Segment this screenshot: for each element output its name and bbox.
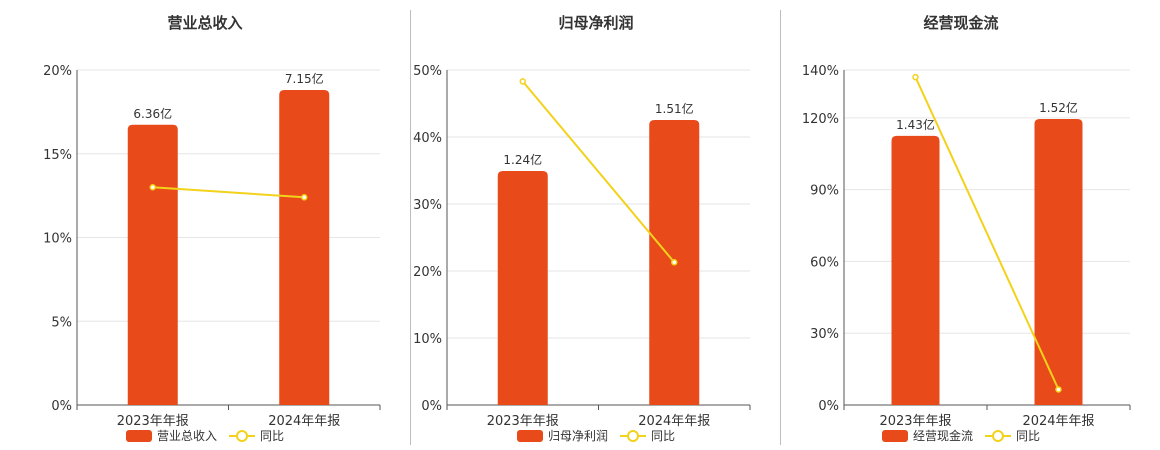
legend-bar-label: 经营现金流: [913, 428, 973, 443]
chart-title: 营业总收入: [167, 14, 242, 32]
yoy-point: [671, 259, 678, 266]
y-tick-label: 10%: [43, 232, 72, 247]
x-tick-label: 2023年年报: [487, 414, 559, 429]
bar: [127, 124, 178, 405]
x-tick-label: 2024年年报: [1022, 414, 1094, 429]
yoy-point: [149, 184, 156, 191]
y-tick-label: 30%: [810, 327, 839, 342]
bar: [279, 90, 330, 405]
bar-data-label: 1.43亿: [896, 117, 935, 132]
legend-bar-swatch: [882, 430, 908, 442]
chart-revenue: 营业总收入 0% 5% 10% 15% 20% 6.36亿 7.15亿 2023年年报 2024年…: [43, 14, 381, 443]
yoy-point: [301, 194, 308, 201]
y-tick-label: 20%: [43, 64, 72, 79]
legend-line-label: 同比: [1016, 429, 1040, 443]
y-tick-label: 10%: [413, 332, 442, 347]
y-tick-label: 50%: [413, 64, 442, 79]
bar-data-label: 1.24亿: [503, 152, 542, 167]
legend-bar-swatch: [517, 430, 543, 442]
yoy-point: [519, 78, 526, 85]
y-tick-label: 90%: [810, 184, 839, 199]
yoy-line: [914, 76, 1060, 390]
yoy-line: [152, 186, 305, 199]
chart-panel-revenue: 营业总收入 0% 5% 10% 15% 20% 6.36亿 7.15亿 2023年年报 2024年…: [0, 0, 410, 450]
y-tick-label: 60%: [810, 255, 839, 270]
chart-panel-net-profit: 归母净利润 0% 10% 20% 30% 40% 50% 1.24亿 1.51亿 2023年年报 2…: [411, 0, 780, 450]
x-tick-label: 2024年年报: [638, 414, 710, 429]
divider: [780, 10, 781, 445]
y-tick-label: 120%: [802, 112, 839, 127]
y-tick-label: 30%: [413, 198, 442, 213]
legend-line-marker: [627, 430, 639, 442]
legend-bar-swatch: [126, 430, 152, 442]
yoy-point: [1055, 386, 1062, 393]
yoy-line: [521, 80, 676, 263]
chart-title: 经营现金流: [923, 14, 998, 32]
chart-cash-flow: 经营现金流 0% 30% 60% 90% 120% 140% 1.43亿 1.52亿 2023年年…: [802, 14, 1131, 443]
bar: [497, 170, 548, 405]
chart-title: 归母净利润: [558, 14, 633, 32]
bar-data-label: 1.51亿: [655, 101, 694, 116]
bar-data-label: 6.36亿: [133, 106, 172, 121]
chart-net-profit: 归母净利润 0% 10% 20% 30% 40% 50% 1.24亿 1.51亿 2023年年报 2…: [413, 14, 751, 443]
legend-line-label: 同比: [651, 429, 675, 443]
legend-line-marker: [992, 430, 1004, 442]
divider: [410, 10, 411, 445]
bar: [891, 135, 940, 405]
bar-data-label: 1.52亿: [1039, 100, 1078, 115]
y-tick-label: 20%: [413, 265, 442, 280]
legend-bar-label: 归母净利润: [548, 429, 608, 443]
y-tick-label: 0%: [818, 399, 839, 414]
bar: [1034, 119, 1083, 405]
y-tick-label: 0%: [51, 399, 72, 414]
x-tick-label: 2023年年报: [117, 414, 189, 429]
y-tick-label: 40%: [413, 131, 442, 146]
legend-line-marker: [236, 430, 248, 442]
legend-line-label: 同比: [260, 429, 284, 443]
bar-data-label: 7.15亿: [285, 71, 324, 86]
chart-panel-cash-flow: 经营现金流 0% 30% 60% 90% 120% 140% 1.43亿 1.52亿 2023年年…: [781, 0, 1160, 450]
y-tick-label: 140%: [802, 64, 839, 79]
y-tick-label: 5%: [51, 315, 72, 330]
legend-bar-label: 营业总收入: [157, 429, 217, 443]
yoy-point: [912, 73, 919, 81]
x-tick-label: 2024年年报: [268, 414, 340, 429]
y-tick-label: 0%: [421, 399, 442, 414]
x-tick-label: 2023年年报: [879, 414, 951, 429]
y-tick-label: 15%: [43, 148, 72, 163]
